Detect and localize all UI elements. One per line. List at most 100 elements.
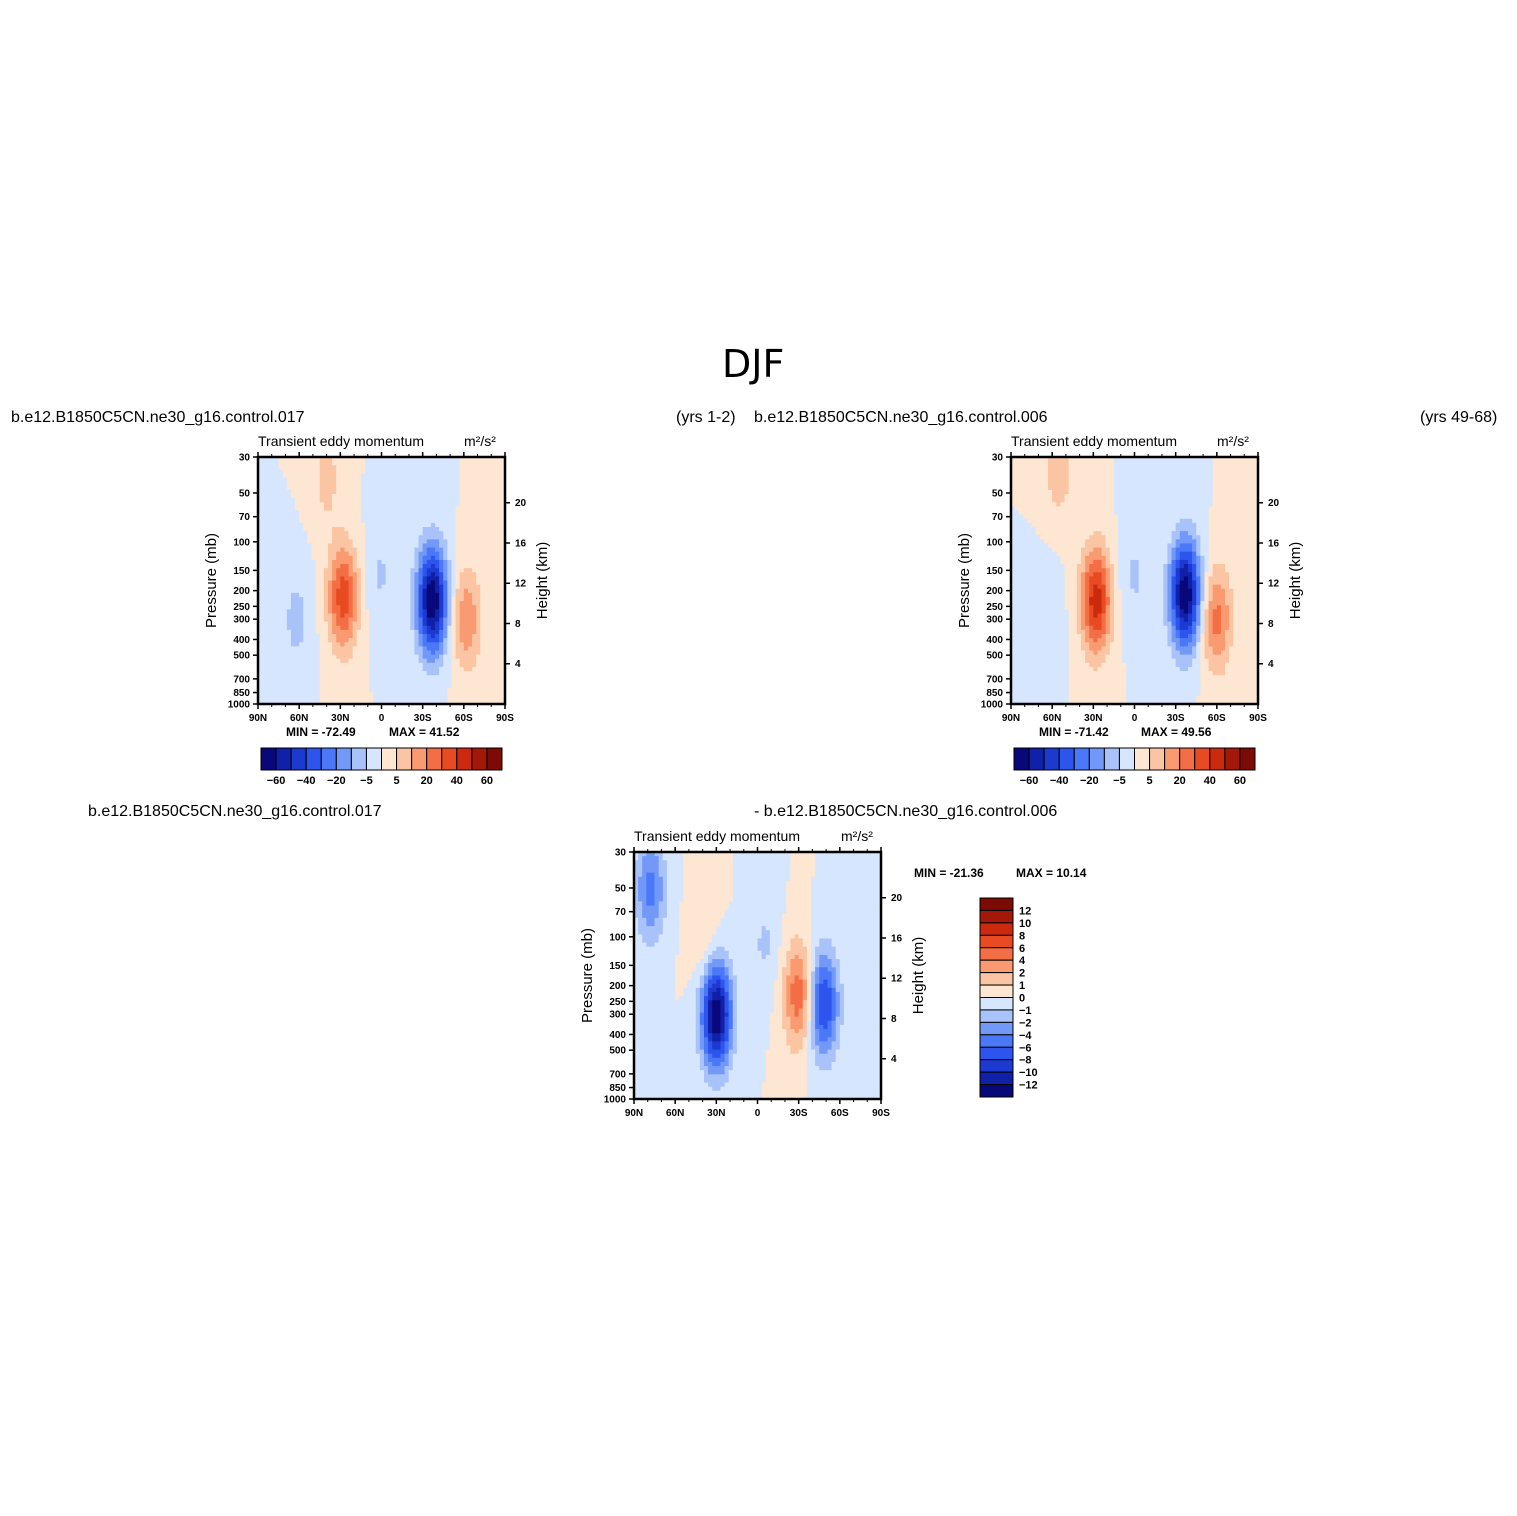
contour-cell bbox=[1023, 457, 1029, 462]
contour-cell bbox=[492, 666, 498, 672]
contour-cell bbox=[1015, 638, 1020, 643]
contour-cell bbox=[327, 634, 333, 639]
contour-cell bbox=[1031, 699, 1037, 705]
contour-cell bbox=[278, 605, 284, 610]
contour-cell bbox=[451, 481, 457, 487]
contour-cell bbox=[270, 502, 276, 507]
contour-cell bbox=[1031, 654, 1037, 660]
contour-cell bbox=[360, 596, 366, 602]
contour-cell bbox=[340, 547, 346, 553]
contour-cell bbox=[327, 510, 333, 516]
contour-cell bbox=[1076, 650, 1082, 656]
contour-cell bbox=[340, 489, 346, 495]
contour-cell bbox=[500, 646, 506, 652]
contour-cell bbox=[422, 601, 428, 606]
contour-cell bbox=[369, 580, 374, 586]
contour-cell bbox=[360, 699, 366, 705]
contour-cell bbox=[356, 634, 362, 639]
contour-cell bbox=[295, 506, 300, 512]
contour-cell bbox=[1027, 535, 1033, 540]
contour-cell bbox=[447, 555, 453, 561]
contour-cell bbox=[1015, 469, 1020, 475]
contour-cell bbox=[377, 457, 383, 462]
contour-cell bbox=[1056, 555, 1061, 561]
contour-cell bbox=[422, 596, 428, 602]
contour-cell bbox=[1011, 539, 1016, 545]
contour-cell bbox=[307, 596, 313, 602]
contour-cell bbox=[1019, 539, 1024, 545]
contour-cell bbox=[500, 547, 506, 553]
contour-cell bbox=[1076, 457, 1082, 462]
contour-cell bbox=[274, 576, 280, 582]
contour-cell bbox=[315, 457, 321, 462]
contour-cell bbox=[348, 662, 354, 668]
contour-cell bbox=[463, 518, 469, 524]
contour-cell bbox=[1023, 687, 1029, 693]
contour-cell bbox=[476, 564, 481, 569]
contour-cell bbox=[472, 568, 477, 573]
contour-cell bbox=[1039, 617, 1045, 623]
contour-cell bbox=[381, 465, 387, 470]
contour-cell bbox=[319, 650, 325, 656]
contour-cell bbox=[455, 510, 461, 516]
contour-cell bbox=[430, 695, 436, 701]
contour-cell bbox=[1027, 699, 1033, 705]
contour-cell bbox=[290, 699, 296, 705]
contour-cell bbox=[315, 588, 321, 594]
contour-cell bbox=[1031, 683, 1037, 689]
contour-cell bbox=[443, 601, 448, 606]
contour-cell bbox=[327, 568, 333, 573]
contour-cell bbox=[307, 613, 313, 619]
contour-cell bbox=[435, 481, 440, 487]
contour-cell bbox=[270, 494, 276, 499]
contour-cell bbox=[480, 650, 486, 656]
contour-cell bbox=[492, 687, 498, 693]
contour-cell bbox=[414, 489, 420, 495]
contour-cell bbox=[1093, 675, 1099, 680]
contour-cell bbox=[274, 658, 280, 664]
contour-cell bbox=[451, 666, 457, 672]
contour-cell bbox=[476, 576, 481, 582]
contour-cell bbox=[1068, 531, 1074, 536]
contour-cell bbox=[1011, 634, 1016, 639]
contour-cell bbox=[282, 572, 288, 577]
contour-cell bbox=[463, 473, 469, 479]
contour-cell bbox=[1043, 609, 1049, 615]
contour-cell bbox=[340, 473, 346, 479]
contour-cell bbox=[1076, 555, 1082, 561]
contour-cell bbox=[299, 547, 304, 553]
contour-cell bbox=[472, 543, 477, 549]
contour-cell bbox=[418, 621, 424, 627]
contour-cell bbox=[426, 650, 432, 656]
contour-cell bbox=[1043, 666, 1049, 672]
contour-cell bbox=[262, 469, 267, 475]
contour-cell bbox=[467, 543, 473, 549]
contour-cell bbox=[315, 646, 321, 652]
contour-cell bbox=[410, 592, 416, 598]
contour-cell bbox=[1060, 514, 1066, 520]
contour-cell bbox=[439, 461, 444, 466]
contour-cell bbox=[381, 650, 387, 656]
contour-cell bbox=[258, 543, 263, 549]
contour-cell bbox=[397, 671, 403, 676]
contour-cell bbox=[1027, 481, 1033, 487]
contour-cell bbox=[463, 506, 469, 512]
contour-cell bbox=[467, 559, 473, 565]
contour-cell bbox=[1035, 675, 1041, 680]
contour-cell bbox=[274, 514, 280, 520]
contour-cell bbox=[348, 629, 354, 635]
contour-cell bbox=[443, 596, 448, 602]
contour-cell bbox=[1093, 601, 1099, 606]
contour-cell bbox=[1027, 551, 1033, 557]
contour-cell bbox=[348, 551, 354, 557]
contour-cell bbox=[344, 675, 350, 680]
contour-cell bbox=[393, 518, 399, 524]
contour-cell bbox=[327, 461, 333, 466]
contour-cell bbox=[1052, 526, 1057, 532]
contour-cell bbox=[1068, 535, 1074, 540]
contour-cell bbox=[1031, 695, 1037, 701]
contour-cell bbox=[369, 601, 374, 606]
contour-cell bbox=[336, 555, 341, 561]
contour-cell bbox=[307, 584, 313, 590]
contour-cell bbox=[315, 609, 321, 615]
